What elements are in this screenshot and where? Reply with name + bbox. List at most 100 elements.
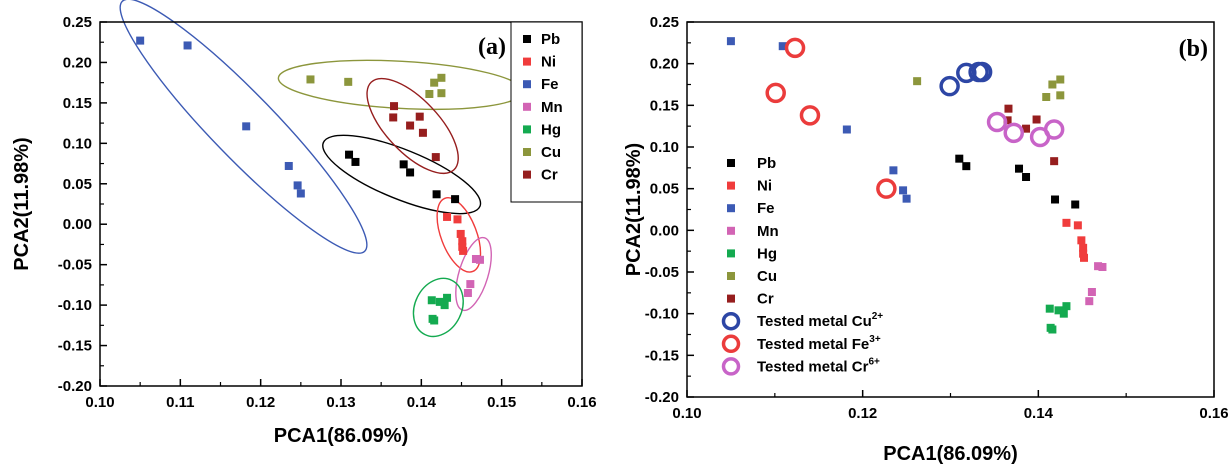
- legend-label: Fe: [757, 200, 775, 217]
- data-point-cu: [437, 89, 446, 98]
- panel-label: (a): [478, 34, 506, 60]
- data-point-pb: [399, 160, 408, 169]
- tested-metal-point: [986, 111, 1008, 133]
- data-point-fe: [902, 194, 911, 203]
- x-tick-label: 0.11: [166, 394, 194, 411]
- y-tick-label: 0.00: [650, 222, 679, 239]
- data-point-fe: [842, 125, 851, 134]
- data-point-hg: [430, 316, 439, 325]
- data-point-pb: [406, 168, 415, 177]
- legend-marker: [523, 102, 531, 111]
- legend-marker: [727, 272, 735, 280]
- x-tick-label: 0.14: [1024, 405, 1054, 422]
- data-point-ni: [458, 242, 467, 251]
- x-tick-label: 0.10: [672, 405, 701, 422]
- data-point-ni: [443, 212, 452, 221]
- data-point-pb: [1071, 200, 1080, 209]
- data-point-pb: [962, 162, 971, 171]
- legend-marker: [523, 148, 531, 156]
- data-point-hg: [427, 296, 436, 305]
- data-point-cr: [1050, 157, 1059, 166]
- data-point-mn: [1087, 288, 1096, 296]
- y-axis-label: PCA2(11.98%): [623, 143, 645, 276]
- data-point-pb: [1015, 164, 1024, 173]
- tested-metal-point: [939, 75, 960, 97]
- data-point-ni: [1079, 249, 1088, 258]
- tested-metal-point: [1003, 122, 1024, 144]
- legend-label: Pb: [541, 31, 560, 48]
- cluster-ellipse-fe: [119, 0, 368, 254]
- cluster-ellipse-cr: [366, 77, 459, 175]
- data-point-mn: [1085, 297, 1094, 306]
- data-point-cu: [1056, 91, 1065, 100]
- y-tick-label: 0.20: [650, 56, 679, 73]
- x-axis-label: PCA1(86.09%): [274, 425, 409, 447]
- data-point-hg: [1054, 306, 1063, 315]
- legend-label: Pb: [757, 155, 776, 172]
- data-point-fe: [778, 42, 787, 51]
- cluster-ellipse-cu: [277, 59, 525, 111]
- data-points: [726, 37, 1107, 334]
- plot-frame: [99, 21, 583, 387]
- cluster-ellipses: [119, 0, 525, 338]
- data-point-cr: [418, 128, 427, 137]
- data-point-cr: [406, 121, 415, 130]
- legend-label: Cr: [541, 167, 558, 184]
- data-point-ni: [459, 246, 468, 255]
- legend-marker: [721, 311, 741, 331]
- y-tick-label: 0.05: [650, 181, 679, 198]
- data-point-cu: [306, 75, 315, 84]
- cluster-ellipse-ni: [436, 197, 482, 273]
- data-point-mn: [463, 288, 472, 297]
- data-point-cu: [430, 78, 439, 87]
- y-tick-label: -0.10: [58, 297, 92, 314]
- data-point-fe: [296, 189, 305, 198]
- data-point-hg: [1048, 325, 1057, 334]
- data-point-pb: [955, 154, 964, 163]
- data-point-cu: [425, 89, 434, 98]
- data-point-cu: [1056, 75, 1065, 84]
- data-point-pb: [1022, 173, 1031, 181]
- legend-label: Tested metal Fe3+: [757, 334, 881, 353]
- data-point-ni: [1080, 253, 1089, 262]
- y-axis-label: PCA2(11.98%): [11, 137, 33, 270]
- legend-label: Ni: [757, 178, 772, 195]
- data-point-hg: [440, 301, 449, 310]
- cluster-ellipse-hg: [412, 277, 464, 338]
- tested-metal-point: [765, 82, 786, 104]
- data-point-mn: [471, 255, 480, 264]
- data-point-hg: [1062, 302, 1071, 311]
- data-point-cu: [437, 73, 446, 82]
- axis-ticks: 0.10 0.11 0.12 0.13 0.14 0.15 0.16 -0.20 -0.15 -0…: [58, 14, 597, 411]
- legend-label: Fe: [541, 76, 559, 93]
- data-point-hg: [1059, 309, 1068, 318]
- data-point-cr: [415, 112, 424, 121]
- x-tick-label: 0.16: [1199, 405, 1228, 422]
- x-tick-label: 0.15: [487, 394, 516, 411]
- data-point-hg: [1045, 304, 1054, 313]
- tested-metal-point: [971, 61, 993, 83]
- y-tick-label: 0.25: [650, 14, 679, 31]
- legend-marker: [523, 170, 531, 179]
- chart-b: 0.10 0.12 0.14 0.16 -0.20 -0.15 -0.10 -0.05 0.00…: [623, 14, 1229, 465]
- legend-label: Tested metal Cr6+: [757, 356, 880, 375]
- data-point-mn: [1098, 263, 1107, 271]
- data-point-cr: [390, 102, 399, 111]
- panel-label: (b): [1179, 36, 1208, 62]
- cluster-ellipse-pb: [322, 134, 482, 215]
- data-point-fe: [899, 186, 908, 195]
- data-point-ni: [456, 229, 465, 238]
- y-tick-label: 0.10: [650, 139, 679, 156]
- data-point-ni: [1079, 243, 1088, 252]
- data-point-ni: [453, 215, 462, 224]
- legend: Pb Ni Fe Mn Hg Cu Cr: [510, 21, 583, 203]
- data-points: [136, 36, 484, 325]
- data-point-mn: [466, 280, 475, 289]
- legend-label: Cr: [757, 291, 774, 308]
- y-tick-label: 0.15: [650, 97, 679, 114]
- data-point-cu: [344, 77, 353, 86]
- y-tick-label: -0.05: [58, 257, 92, 274]
- legend-marker: [727, 159, 735, 167]
- data-point-fe: [889, 166, 898, 175]
- legend-marker: [727, 204, 735, 213]
